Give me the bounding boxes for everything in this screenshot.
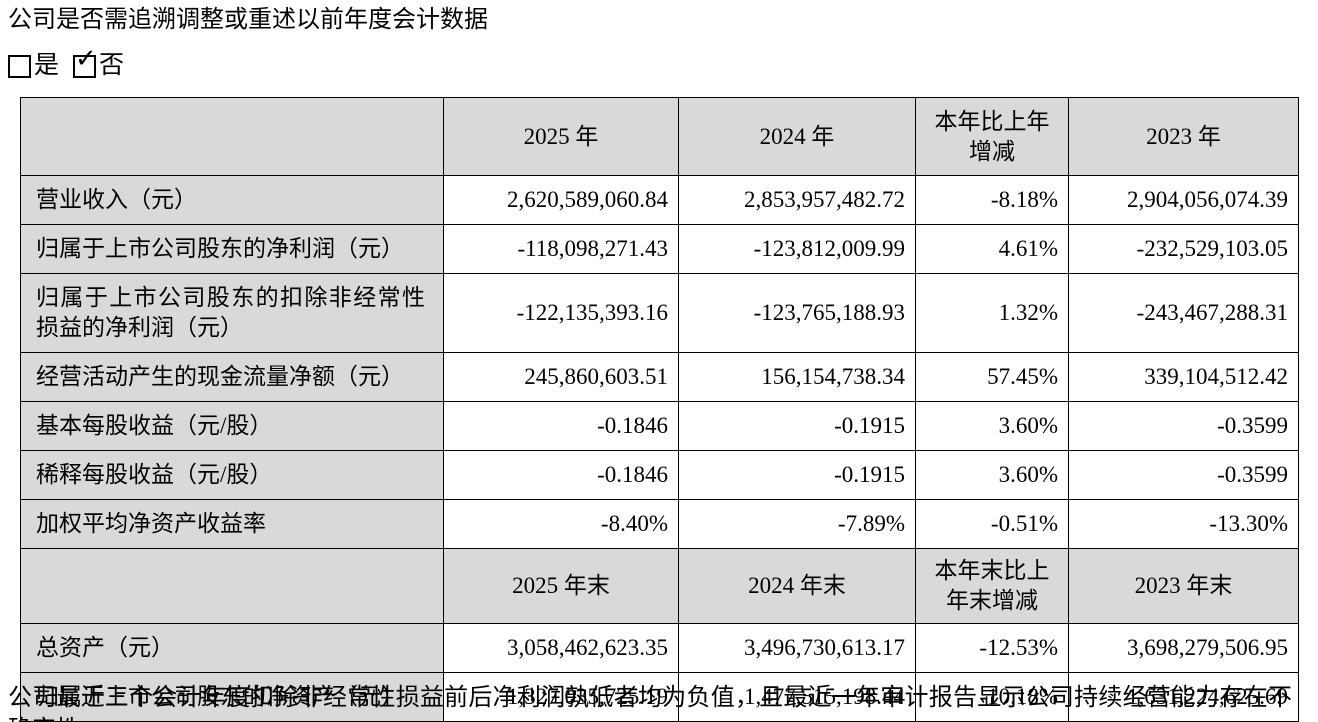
cell-change: 1.32% [915, 273, 1069, 353]
cell-2024: -0.1915 [678, 401, 916, 451]
cell-change: -0.51% [915, 499, 1069, 549]
cell-2023: 3,698,279,506.95 [1068, 623, 1299, 673]
cell-change: 3.60% [915, 401, 1069, 451]
row-label: 营业收入（元） [20, 175, 444, 225]
header-change: 本年比上年增减 [915, 97, 1069, 176]
table-row-total-assets: 总资产（元） 3,058,462,623.35 3,496,730,613.17… [20, 623, 1299, 673]
going-concern-footnote: 公司最近三个会计年度扣除非经常性损益前后净利润孰低者均为负值，且最近一年审计报告… [8, 685, 1292, 722]
row-label: 基本每股收益（元/股） [20, 401, 444, 451]
eoy-header-row: 2025 年末 2024 年末 本年末比上年末增减 2023 年末 [20, 548, 1299, 624]
key-accounting-data-table: 2025 年 2024 年 本年比上年增减 2023 年 营业收入（元） 2,6… [20, 97, 1299, 722]
restatement-options: 是 ✓ 否 [8, 46, 125, 82]
table-row-net-assets: 归属于上市公司股东的净资产（元） 1,327,035,725.19 1,477,… [20, 672, 1299, 722]
table-row-diluted-eps: 稀释每股收益（元/股） -0.1846 -0.1915 3.60% -0.359… [20, 450, 1299, 500]
header-blank-cell [20, 97, 444, 176]
option-no: ✓ 否 [73, 46, 125, 82]
cell-2025: 3,058,462,623.35 [443, 623, 679, 673]
cell-change: -10.18% [915, 672, 1069, 722]
row-label: 归属于上市公司股东的扣除非经常性损益的净利润（元） [20, 273, 444, 353]
cell-2024: 2,853,957,482.72 [678, 175, 916, 225]
cell-2025: 2,620,589,060.84 [443, 175, 679, 225]
cell-2025: 1,327,035,725.19 [443, 672, 679, 722]
option-yes-label: 是 [34, 52, 60, 79]
header-blank-cell [20, 548, 444, 624]
header-2023-eoy: 2023 年末 [1068, 548, 1299, 624]
table-row-net-profit: 归属于上市公司股东的净利润（元） -118,098,271.43 -123,81… [20, 224, 1299, 274]
row-label: 稀释每股收益（元/股） [20, 450, 444, 500]
row-label: 总资产（元） [20, 623, 444, 673]
annual-header-row: 2025 年 2024 年 本年比上年增减 2023 年 [20, 97, 1299, 176]
checkbox-unchecked-icon [8, 54, 31, 78]
row-label: 经营活动产生的现金流量净额（元） [20, 352, 444, 402]
cell-2023: -0.3599 [1068, 450, 1299, 500]
cell-2023: -243,467,288.31 [1068, 273, 1299, 353]
cell-2023: -232,529,103.05 [1068, 224, 1299, 274]
checkbox-checked-icon: ✓ [73, 46, 97, 78]
cell-2025: -0.1846 [443, 450, 679, 500]
cell-change: -8.18% [915, 175, 1069, 225]
cell-2023: -0.3599 [1068, 401, 1299, 451]
cell-change: -12.53% [915, 623, 1069, 673]
row-label: 加权平均净资产收益率 [20, 499, 444, 549]
header-change-eoy: 本年末比上年末增减 [915, 548, 1069, 624]
row-label: 归属于上市公司股东的净资产（元） [20, 672, 444, 722]
row-label: 归属于上市公司股东的净利润（元） [20, 224, 444, 274]
cell-2025: -122,135,393.16 [443, 273, 679, 353]
restatement-question: 公司是否需追溯调整或重述以前年度会计数据 [8, 7, 488, 33]
cell-2024: 1,477,515,198.44 [678, 672, 916, 722]
cell-2024: -7.89% [678, 499, 916, 549]
table-row-operating-cash-flow: 经营活动产生的现金流量净额（元） 245,860,603.51 156,154,… [20, 352, 1299, 402]
table-row-net-profit-excl-nonrecurring: 归属于上市公司股东的扣除非经常性损益的净利润（元） -122,135,393.1… [20, 273, 1299, 353]
cell-2024: -123,812,009.99 [678, 224, 916, 274]
cell-change: 4.61% [915, 224, 1069, 274]
option-yes: 是 [8, 50, 59, 82]
check-mark-icon: ✓ [75, 43, 97, 74]
cell-2024: 3,496,730,613.17 [678, 623, 916, 673]
cell-2025: -8.40% [443, 499, 679, 549]
header-2025-eoy: 2025 年末 [443, 548, 679, 624]
cell-change: 57.45% [915, 352, 1069, 402]
cell-2023: 2,904,056,074.39 [1068, 175, 1299, 225]
option-no-label: 否 [99, 52, 125, 79]
cell-2024: -123,765,188.93 [678, 273, 916, 353]
cell-2023: -13.30% [1068, 499, 1299, 549]
header-2024: 2024 年 [678, 97, 916, 176]
cell-2023: 1,631,224,625.69 [1068, 672, 1299, 722]
table-row-basic-eps: 基本每股收益（元/股） -0.1846 -0.1915 3.60% -0.359… [20, 401, 1299, 451]
cell-2023: 339,104,512.42 [1068, 352, 1299, 402]
header-2024-eoy: 2024 年末 [678, 548, 916, 624]
cell-2025: 245,860,603.51 [443, 352, 679, 402]
table-row-weighted-avg-roe: 加权平均净资产收益率 -8.40% -7.89% -0.51% -13.30% [20, 499, 1299, 549]
cell-2024: -0.1915 [678, 450, 916, 500]
cell-change: 3.60% [915, 450, 1069, 500]
header-2025: 2025 年 [443, 97, 679, 176]
cell-2025: -118,098,271.43 [443, 224, 679, 274]
cell-2024: 156,154,738.34 [678, 352, 916, 402]
cell-2025: -0.1846 [443, 401, 679, 451]
table-row-revenue: 营业收入（元） 2,620,589,060.84 2,853,957,482.7… [20, 175, 1299, 225]
header-2023: 2023 年 [1068, 97, 1299, 176]
